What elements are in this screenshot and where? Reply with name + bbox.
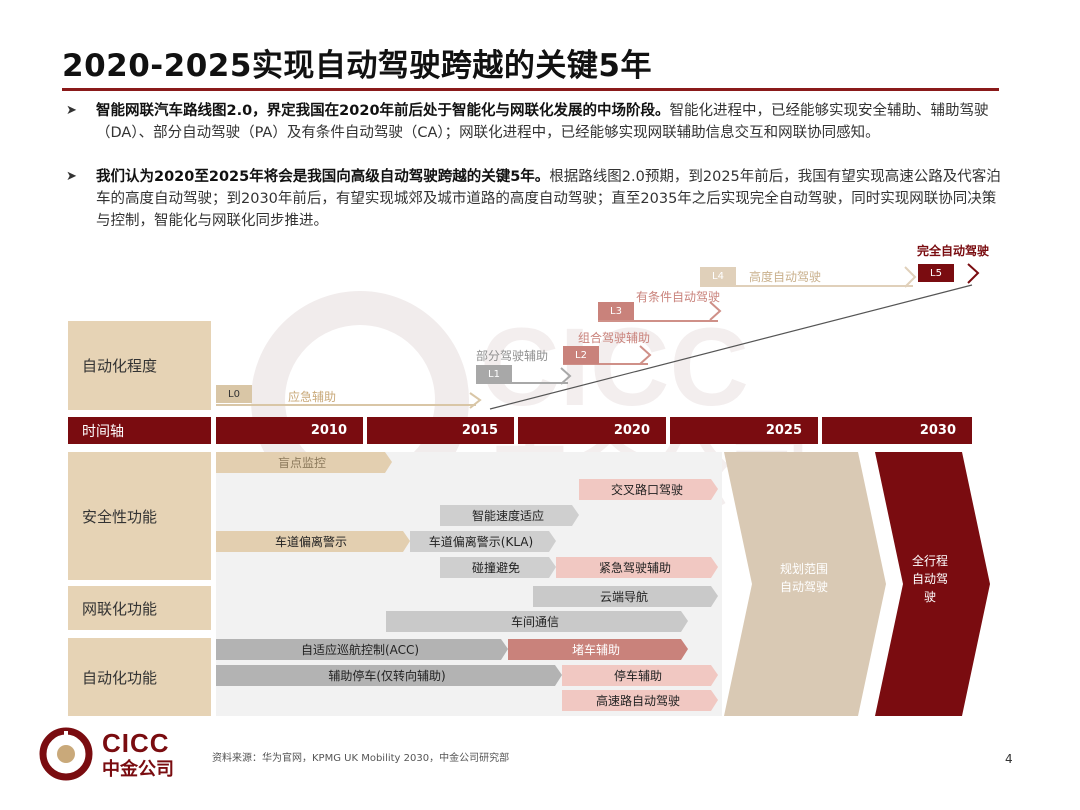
timeline-2025: 2025: [670, 417, 818, 444]
row-label-automation-function: 自动化功能: [68, 638, 211, 716]
row-label-automation-level: 自动化程度: [68, 321, 211, 410]
level-label-l4: 高度自动驾驶: [749, 270, 822, 284]
level-box-l2: L2: [563, 346, 599, 364]
page-title: 2020-2025实现自动驾驶跨越的关键5年: [62, 48, 652, 84]
bullet-2: ➤ 我们认为2020至2025年将会是我国向高级自动驾驶跨越的关键5年。根据路线…: [66, 166, 1006, 232]
logo-text-en: CICC: [102, 728, 170, 758]
feature-cross-traffic: 交叉路口驾驶: [610, 483, 683, 497]
feature-acc: 自适应巡航控制(ACC): [300, 643, 420, 657]
bullet-1: ➤ 智能网联汽车路线图2.0，界定我国在2020年前后处于智能化与网联化发展的中…: [66, 100, 1006, 144]
feature-highway: 高速路自动驾驶: [595, 694, 680, 708]
title-divider: [62, 88, 999, 91]
level-box-l4: L4: [700, 267, 736, 285]
level-box-l5: L5: [918, 264, 954, 282]
timeline-2030: 2030: [822, 417, 972, 444]
bullet-1-bold: 智能网联汽车路线图2.0，界定我国在2020年前后处于智能化与网联化发展的中场阶…: [96, 103, 670, 119]
timeline-2010: 2010: [216, 417, 363, 444]
feature-traffic-jam: 堵车辅助: [571, 643, 620, 657]
feature-speed-adapt: 智能速度适应: [471, 509, 544, 523]
feature-collision: 碰撞避免: [471, 561, 520, 575]
timeline-2020: 2020: [518, 417, 666, 444]
bullet-1-text: 智能化进程中，已经能够实现安全辅助、辅助驾驶（DA）、部分自动驾驶（PA）及有条…: [96, 103, 989, 141]
svg-text:CICC: CICC: [480, 306, 749, 429]
feature-lane-warning: 车道偏离警示: [274, 535, 347, 549]
level-box-l3: L3: [598, 302, 634, 320]
feature-blind-spot: 盲点监控: [277, 456, 326, 470]
feature-emergency: 紧急驾驶辅助: [598, 561, 671, 575]
feature-v2v: 车间通信: [510, 615, 559, 629]
bullet-arrow-icon: ➤: [66, 169, 77, 184]
feature-kla: 车道偏离警示(KLA): [428, 535, 534, 549]
page-number: 4: [1005, 752, 1013, 766]
level-box-l0: L0: [216, 385, 252, 403]
feature-park-assist: 辅助停车(仅转向辅助): [328, 669, 446, 683]
level-label-l1: 部分驾驶辅助: [476, 349, 549, 363]
stage-planned-area: 规划范围 自动驾驶: [779, 562, 828, 594]
cicc-logo-icon: [39, 727, 93, 781]
stage-full-trip: 全行程 自动驾 驶: [911, 554, 948, 604]
bullet-2-text: 根据路线图2.0预期，到2025年前后，我国有望实现高速公路及代客泊车的高度自动…: [96, 169, 1001, 229]
bullet-arrow-icon: ➤: [66, 103, 77, 118]
bullet-2-bold: 我们认为2020至2025年将会是我国向高级自动驾驶跨越的关键5年。: [96, 169, 550, 185]
level-box-l1: L1: [476, 365, 512, 383]
level-label-l2: 组合驾驶辅助: [578, 331, 651, 345]
row-label-network: 网联化功能: [68, 586, 211, 630]
logo-text-cn: 中金公司: [102, 759, 174, 780]
timeline-2015: 2015: [367, 417, 514, 444]
row-label-safety: 安全性功能: [68, 452, 211, 580]
level-label-l5: 完全自动驾驶: [917, 244, 990, 258]
source-note: 资料来源：华为官网，KPMG UK Mobility 2030，中金公司研究部: [212, 753, 510, 764]
row-label-timeline: 时间轴: [68, 417, 211, 444]
feature-parking: 停车辅助: [613, 669, 662, 683]
level-label-l0: 应急辅助: [288, 390, 337, 404]
feature-cloud-nav: 云端导航: [599, 590, 648, 604]
level-label-l3: 有条件自动驾驶: [636, 290, 721, 304]
